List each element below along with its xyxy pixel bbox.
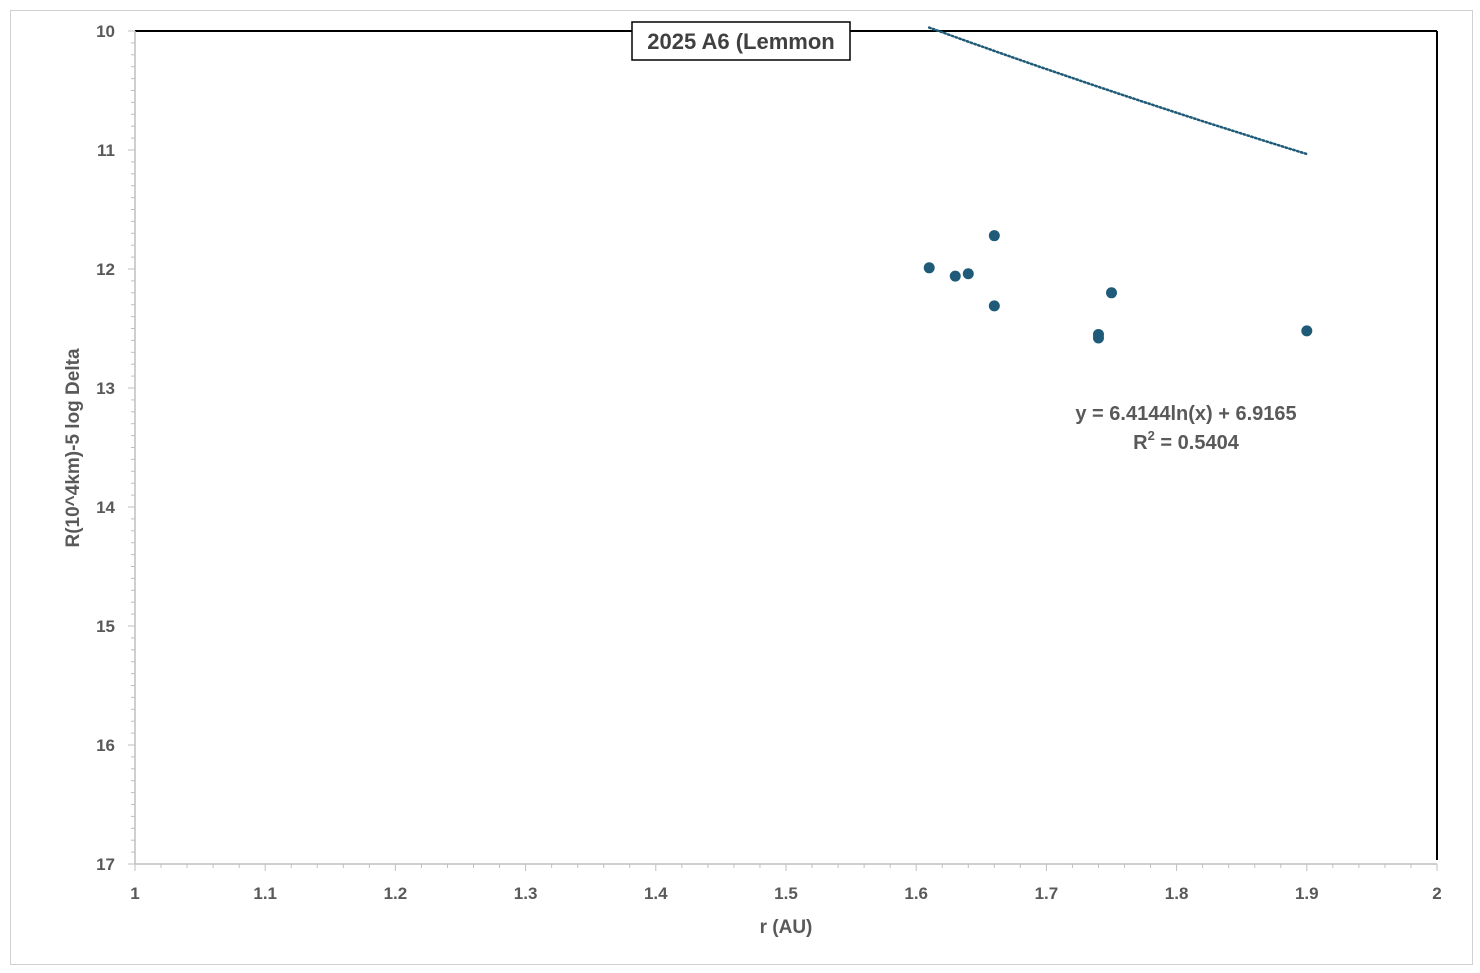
x-tick-label: 1.8	[1165, 884, 1189, 903]
x-tick-label: 1.3	[514, 884, 538, 903]
trendline	[927, 26, 1309, 156]
x-tick-label: 1.2	[384, 884, 408, 903]
trendline-r-squared: R2 = 0.5404	[1133, 428, 1240, 454]
x-tick-label: 1.5	[774, 884, 798, 903]
y-tick-label: 13	[96, 379, 115, 398]
x-tick-label: 1.1	[253, 884, 277, 903]
x-tick-label: 1	[130, 884, 139, 903]
trendline-layer	[927, 26, 1309, 156]
x-tick-label: 1.7	[1035, 884, 1059, 903]
data-point	[988, 230, 1000, 242]
data-points	[923, 230, 1313, 344]
x-tick-label: 1.9	[1295, 884, 1319, 903]
y-tick-label: 10	[96, 22, 115, 41]
data-point	[949, 270, 961, 282]
y-axis-title: R(10^4km)-5 log Delta	[63, 348, 84, 547]
x-tick-label: 1.4	[644, 884, 668, 903]
data-point	[962, 268, 974, 280]
y-tick-label: 14	[96, 498, 115, 517]
chart-area	[10, 10, 1473, 965]
y-tick-label: 12	[96, 260, 115, 279]
x-axis-title: r (AU)	[760, 917, 813, 938]
x-tick-label: 2	[1432, 884, 1441, 903]
data-point	[1301, 325, 1313, 337]
x-tick-label: 1.6	[904, 884, 928, 903]
data-point	[1106, 287, 1117, 299]
y-tick-label: 11	[97, 141, 115, 160]
data-point	[988, 300, 1000, 312]
data-point	[923, 262, 935, 274]
y-tick-label: 17	[96, 855, 115, 874]
y-tick-label: 16	[96, 736, 115, 755]
chart-title: 2025 A6 (Lemmon	[647, 29, 834, 54]
axes: 10 11 12 13 14 15 16 17 1 1.1 1.2 1.3 1.4 1.5 1.6 1.7 1.…	[96, 22, 1442, 903]
trendline-equation: y = 6.4144ln(x) + 6.9165	[1075, 403, 1296, 425]
y-tick-label: 15	[96, 617, 115, 636]
data-point	[1092, 332, 1104, 344]
chart-title-box: 2025 A6 (Lemmon	[631, 21, 851, 61]
